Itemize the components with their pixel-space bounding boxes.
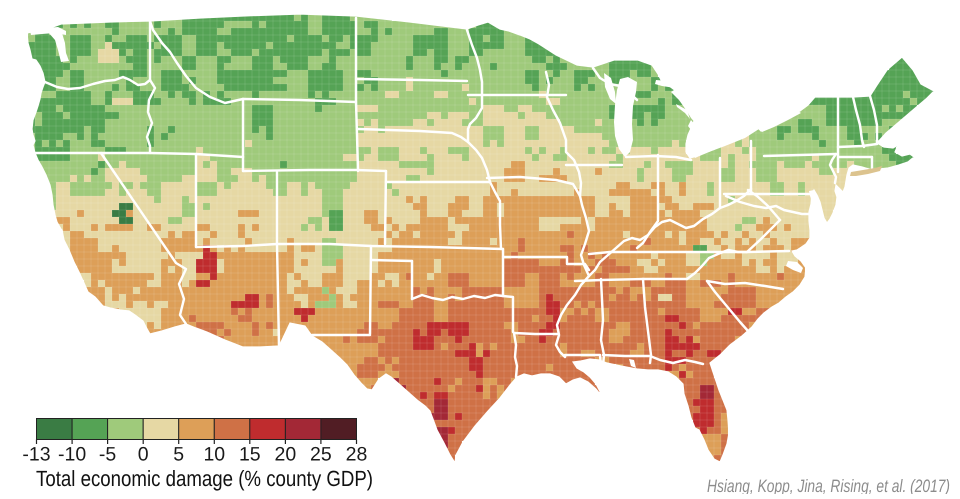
svg-text:20: 20: [275, 444, 297, 466]
svg-text:Hsiang, Kopp, Jina, Rising, et: Hsiang, Kopp, Jina, Rising, et al. (2017…: [707, 476, 950, 494]
svg-text:5: 5: [173, 444, 184, 466]
svg-text:10: 10: [203, 444, 225, 466]
svg-text:-13: -13: [22, 444, 50, 466]
svg-text:0: 0: [138, 444, 149, 466]
svg-text:-10: -10: [58, 444, 86, 466]
svg-text:25: 25: [310, 444, 332, 466]
svg-text:28: 28: [346, 444, 368, 466]
svg-text:15: 15: [239, 444, 261, 466]
svg-text:-5: -5: [99, 444, 116, 466]
svg-text:Total economic damage (% count: Total economic damage (% county GDP): [36, 466, 373, 491]
